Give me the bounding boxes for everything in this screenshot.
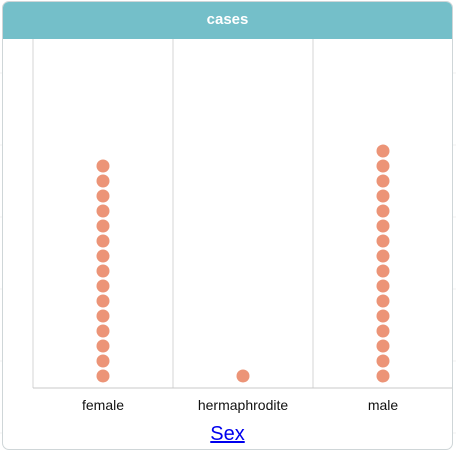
case-dot-male — [376, 369, 390, 383]
dot-series — [96, 144, 390, 383]
case-dot-female — [96, 189, 110, 203]
case-dot-female — [96, 219, 110, 233]
case-dot-male — [376, 264, 390, 278]
case-dot-female — [96, 174, 110, 188]
case-dot-female — [96, 234, 110, 248]
plot-grid — [32, 39, 452, 389]
case-dot-female — [96, 204, 110, 218]
case-dot-male — [376, 174, 390, 188]
case-dot-hermaphrodite — [236, 369, 250, 383]
case-dot-female — [96, 309, 110, 323]
graph-title: cases — [3, 2, 452, 39]
category-tick-labels: female hermaphrodite male — [82, 397, 398, 413]
case-dot-male — [376, 324, 390, 338]
case-dot-female — [96, 159, 110, 173]
case-dot-female — [96, 279, 110, 293]
case-dot-male — [376, 279, 390, 293]
case-dot-male — [376, 234, 390, 248]
case-dot-male — [376, 189, 390, 203]
case-dot-male — [376, 294, 390, 308]
dot-plot: female hermaphrodite male — [32, 39, 452, 413]
tick-label-male: male — [368, 397, 399, 413]
case-dot-female — [96, 294, 110, 308]
case-dot-male — [376, 249, 390, 263]
case-dot-female — [96, 339, 110, 353]
case-dot-male — [376, 354, 390, 368]
case-dot-male — [376, 144, 390, 158]
case-dot-female — [96, 369, 110, 383]
tick-label-hermaphrodite: hermaphrodite — [198, 397, 288, 413]
case-dot-male — [376, 309, 390, 323]
case-dot-male — [376, 159, 390, 173]
case-dot-female — [96, 324, 110, 338]
case-dot-male — [376, 339, 390, 353]
tick-label-female: female — [82, 397, 124, 413]
case-dot-female — [96, 354, 110, 368]
case-dot-female — [96, 249, 110, 263]
case-dot-male — [376, 204, 390, 218]
case-dot-female — [96, 264, 110, 278]
case-dot-male — [376, 219, 390, 233]
x-axis-attribute-link[interactable]: Sex — [210, 423, 245, 445]
